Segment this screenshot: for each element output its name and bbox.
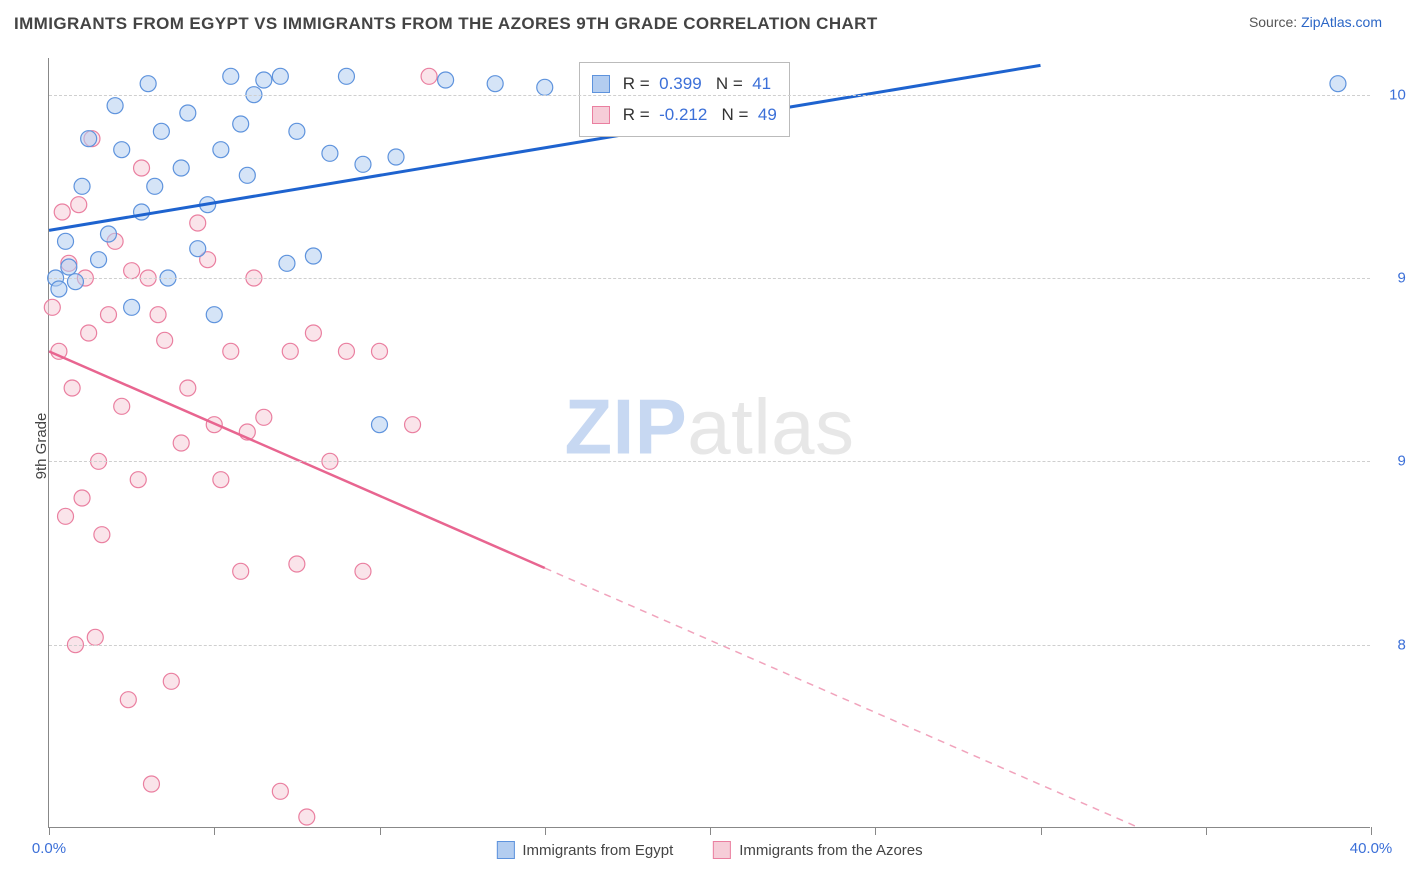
- swatch-azores: [713, 841, 731, 859]
- y-tick-label: 85.0%: [1380, 636, 1406, 653]
- legend-item-azores: Immigrants from the Azores: [713, 841, 922, 859]
- plot-area: ZIPatlas R = 0.399 N = 41 R = -0.212 N =…: [48, 58, 1370, 828]
- x-tick-label: 40.0%: [1350, 840, 1393, 857]
- source-attribution: Source: ZipAtlas.com: [1249, 14, 1382, 30]
- stats-row-azores: R = -0.212 N = 49: [592, 100, 777, 131]
- bottom-legend: Immigrants from Egypt Immigrants from th…: [496, 841, 922, 859]
- legend-item-egypt: Immigrants from Egypt: [496, 841, 673, 859]
- x-tick-label: 0.0%: [32, 840, 66, 857]
- scatter-svg: [49, 58, 1370, 827]
- chart-title: IMMIGRANTS FROM EGYPT VS IMMIGRANTS FROM…: [14, 14, 878, 34]
- y-tick-label: 90.0%: [1380, 453, 1406, 470]
- source-link[interactable]: ZipAtlas.com: [1301, 14, 1382, 30]
- swatch-egypt: [496, 841, 514, 859]
- y-tick-label: 100.0%: [1380, 86, 1406, 103]
- correlation-stats-box: R = 0.399 N = 41 R = -0.212 N = 49: [579, 62, 790, 137]
- y-tick-label: 95.0%: [1380, 270, 1406, 287]
